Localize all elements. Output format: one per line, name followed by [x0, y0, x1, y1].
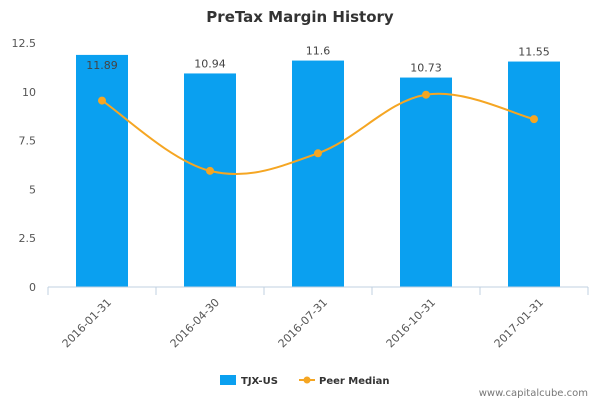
bar — [76, 54, 128, 288]
y-tick-label: 10 — [22, 86, 36, 99]
legend-swatch-bar — [220, 375, 236, 385]
x-tick-label: 2016-04-30 — [168, 296, 222, 350]
bar-data-label: 11.89 — [86, 59, 118, 72]
watermark: www.capitalcube.com — [479, 388, 588, 399]
line-series — [98, 90, 538, 175]
peer-median-point — [422, 90, 430, 99]
peer-median-point — [206, 166, 214, 175]
bar-series — [76, 54, 560, 288]
bar-data-label: 11.55 — [518, 46, 550, 59]
peer-median-point — [314, 149, 322, 158]
y-tick-label: 0 — [29, 281, 36, 294]
x-tick-label: 2017-01-31 — [492, 296, 546, 350]
bar-data-label: 10.73 — [410, 62, 442, 75]
bar — [292, 60, 344, 288]
peer-median-point — [98, 96, 106, 105]
bar-data-label: 11.6 — [306, 45, 331, 58]
legend-swatch-marker — [303, 376, 311, 384]
y-axis: 0 2.5 5 7.5 10 12.5 — [12, 37, 37, 294]
y-tick-label: 5 — [29, 183, 36, 196]
y-tick-label: 7.5 — [19, 135, 37, 148]
y-tick-label: 2.5 — [19, 232, 37, 245]
x-tick-label: 2016-07-31 — [276, 296, 330, 350]
bar — [508, 61, 560, 287]
bar — [400, 77, 452, 287]
y-tick-label: 12.5 — [12, 37, 37, 50]
peer-median-point — [530, 115, 538, 124]
x-tick-label: 2016-10-31 — [384, 296, 438, 350]
bar-data-label: 10.94 — [194, 57, 226, 70]
legend-label-bar: TJX-US — [241, 376, 278, 387]
x-tick-label: 2016-01-31 — [60, 296, 114, 350]
chart-title: PreTax Margin History — [206, 8, 394, 26]
x-axis: 2016-01-31 2016-04-30 2016-07-31 2016-10-31… — [47, 286, 589, 350]
bar — [184, 73, 236, 287]
legend: TJX-US Peer Median — [220, 375, 390, 387]
legend-label-line: Peer Median — [319, 376, 390, 387]
bar-data-labels: 11.89 10.94 11.6 10.73 11.55 — [86, 45, 550, 75]
